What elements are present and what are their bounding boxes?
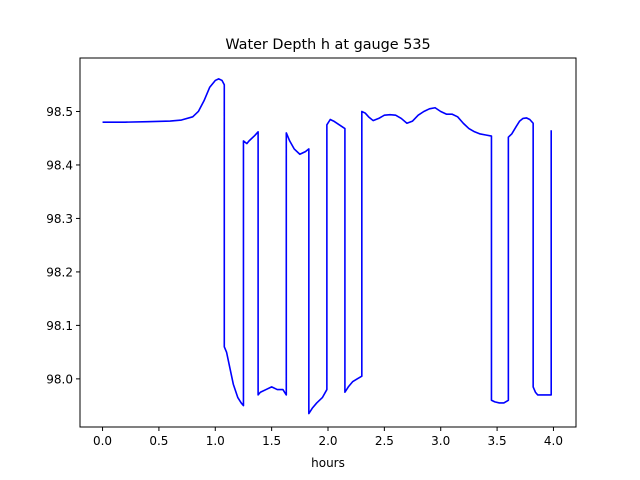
y-axis: 98.0 98.1 98.2 98.3 98.4 98.5	[46, 105, 80, 386]
x-tick-label: 3.5	[488, 434, 507, 448]
x-tick-label: 2.5	[375, 434, 394, 448]
y-tick-label: 98.3	[46, 212, 73, 226]
chart-title: Water Depth h at gauge 535	[225, 37, 430, 53]
x-tick-label: 2.0	[318, 434, 337, 448]
x-tick-label: 4.0	[544, 434, 563, 448]
x-tick-label: 0.0	[93, 434, 112, 448]
y-tick-label: 98.5	[46, 105, 73, 119]
y-tick-label: 98.2	[46, 265, 73, 279]
y-tick-label: 98.4	[46, 158, 73, 172]
x-axis: 0.0 0.5 1.0 1.5 2.0 2.5 3.0 3.5 4.0	[93, 427, 563, 448]
plot-area	[102, 78, 552, 415]
y-tick-label: 98.0	[46, 372, 73, 386]
x-tick-label: 3.0	[431, 434, 450, 448]
y-tick-label: 98.1	[46, 319, 73, 333]
x-tick-label: 1.0	[206, 434, 225, 448]
x-axis-label: hours	[311, 456, 345, 470]
x-tick-label: 1.5	[262, 434, 281, 448]
x-tick-label: 0.5	[149, 434, 168, 448]
series-line	[102, 78, 552, 415]
